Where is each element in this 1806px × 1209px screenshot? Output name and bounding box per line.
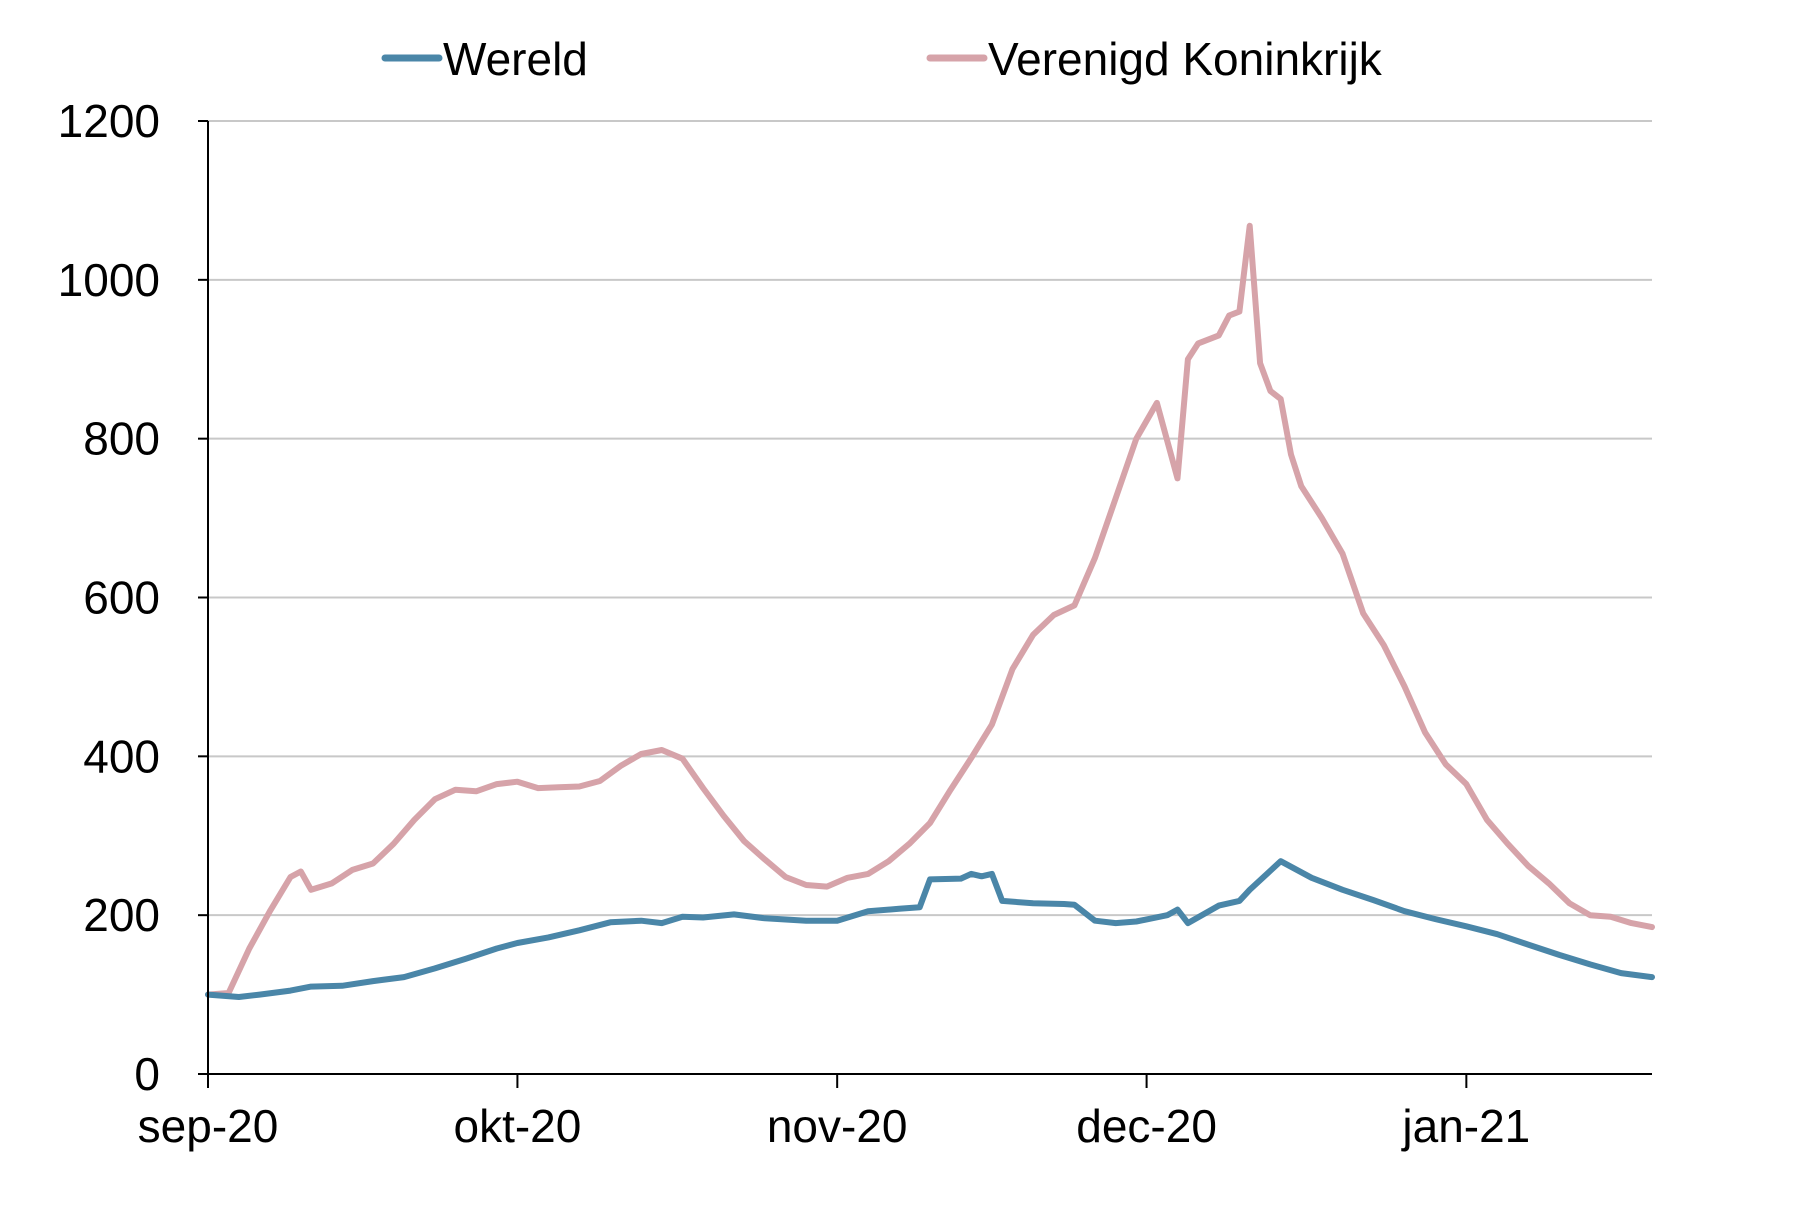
y-tick-label: 400 <box>83 730 160 782</box>
x-axis-ticks: sep-20 okt-20 nov-20 dec-20 jan-21 <box>138 1074 1530 1152</box>
x-tick-label: nov-20 <box>767 1100 908 1152</box>
legend: Wereld Verenigd Koninkrijk <box>381 33 1383 85</box>
y-tick-label: 800 <box>83 413 160 465</box>
x-tick-label: okt-20 <box>453 1100 581 1152</box>
x-tick-label: dec-20 <box>1076 1100 1217 1152</box>
y-tick-label: 200 <box>83 889 160 941</box>
y-axis-ticks: 0 200 400 600 800 1000 1200 <box>58 95 208 1100</box>
x-tick-label: jan-21 <box>1400 1100 1530 1152</box>
legend-label-verenigd-koninkrijk: Verenigd Koninkrijk <box>988 33 1383 85</box>
series-line-verenigd-koninkrijk <box>205 222 1655 998</box>
series-line-wereld <box>205 858 1655 1000</box>
series-lines <box>205 222 1655 1000</box>
y-tick-label: 1000 <box>58 254 160 306</box>
gridlines <box>208 120 1652 917</box>
legend-label-wereld: Wereld <box>443 33 588 85</box>
x-tick-label: sep-20 <box>138 1100 279 1152</box>
y-tick-label: 0 <box>134 1048 160 1100</box>
y-tick-label: 1200 <box>58 95 160 147</box>
y-tick-label: 600 <box>83 572 160 624</box>
